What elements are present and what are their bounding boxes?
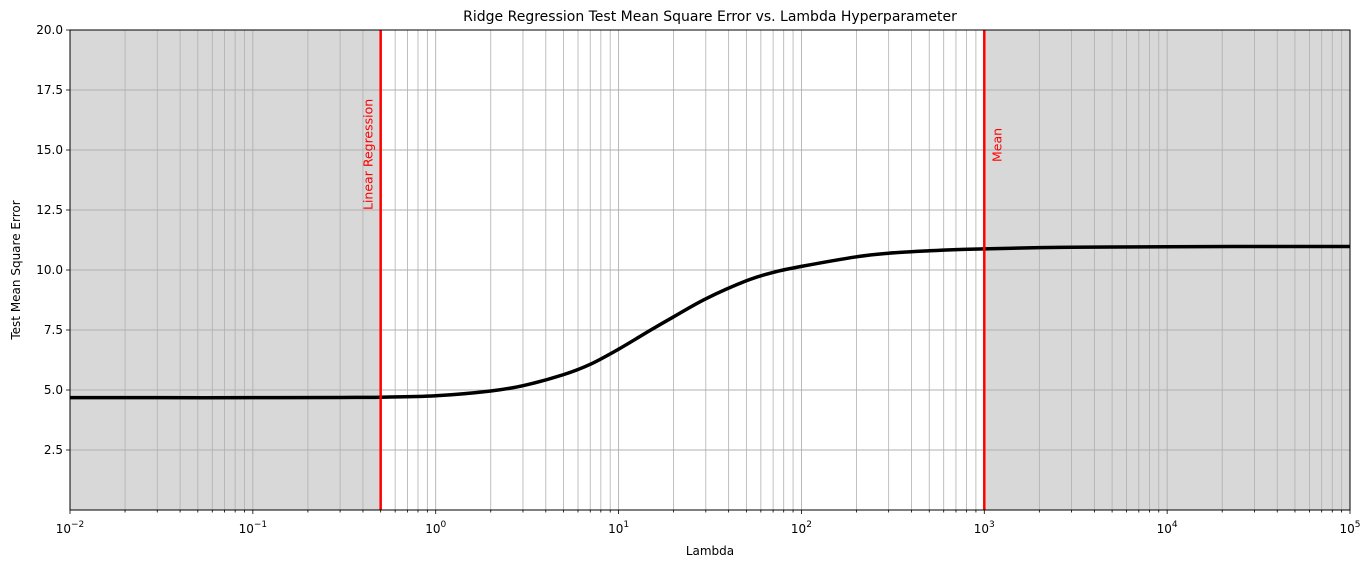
y-tick-label: 5.0: [44, 383, 63, 397]
x-tick-label: 102: [791, 520, 812, 536]
reference-lines: Linear Regression Mean: [361, 30, 1004, 510]
reference-line-label-1: Linear Regression: [361, 99, 376, 210]
y-tick-label: 7.5: [44, 323, 63, 337]
reference-line-label-2: Mean: [989, 128, 1004, 162]
chart-title: Ridge Regression Test Mean Square Error …: [463, 9, 957, 25]
x-tick-label: 104: [1157, 520, 1178, 536]
y-tick-label: 20.0: [36, 23, 63, 37]
axis-ticks: [66, 29, 1351, 514]
y-tick-label: 12.5: [36, 203, 63, 217]
x-tick-label: 100: [425, 520, 446, 536]
x-axis-title: Lambda: [686, 544, 734, 558]
x-tick-label: 103: [974, 520, 995, 536]
x-tick-label: 101: [608, 520, 629, 536]
y-axis-title: Test Mean Square Error: [9, 200, 23, 340]
x-tick-label: 10−2: [56, 520, 85, 536]
x-tick-label: 10−1: [239, 520, 268, 536]
y-tick-label: 2.5: [44, 443, 63, 457]
y-tick-label: 17.5: [36, 83, 63, 97]
x-tick-label: 105: [1339, 520, 1360, 536]
y-tick-label: 15.0: [36, 143, 63, 157]
y-tick-label: 10.0: [36, 263, 63, 277]
axis-labels: 10−2 10−1 100 101 102 103 104 105 2.5 5.0 7.5 10.0 1…: [36, 23, 1360, 536]
